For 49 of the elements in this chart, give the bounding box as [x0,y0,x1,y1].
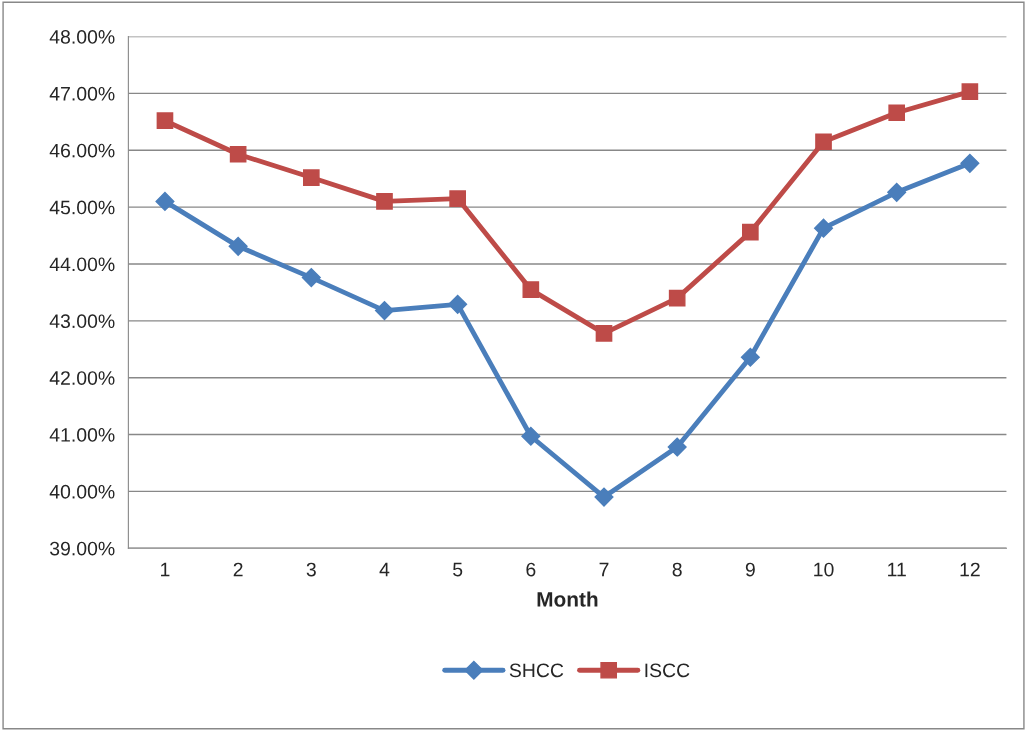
point [156,112,174,130]
point [449,190,466,207]
y-tick-label: 42.00% [49,371,115,385]
point [742,223,759,241]
x-tick-label: 8 [672,562,682,577]
x-tick-label: 1 [161,562,170,577]
point [961,83,979,101]
point [376,193,393,210]
legend-label: ISCC [645,663,690,678]
point [668,289,686,307]
y-tick-label: 41.00% [49,428,115,442]
y-tick-label: 39.00% [49,541,115,556]
y-tick-label: 45.00% [49,200,115,215]
y-tick-label: 43.00% [49,314,115,329]
point [595,325,613,342]
y-tick-label: 46.00% [49,143,115,158]
x-tick-label: 3 [306,562,316,577]
x-tick-label: 9 [745,562,755,577]
x-tick-label: 7 [599,562,609,577]
point [448,294,468,314]
y-tick-label: 44.00% [49,257,115,272]
x-tick-label: 12 [960,562,980,577]
y-tick-label: 47.00% [49,86,115,101]
point [960,153,980,173]
point [229,145,247,163]
x-tick-label: 5 [453,562,463,577]
point [594,487,614,507]
point [887,182,907,202]
y-tick-label: 40.00% [49,484,115,499]
point [813,218,834,238]
x-tick-label: 11 [888,562,906,577]
point [301,268,321,288]
x-tick-label: 2 [233,562,243,577]
point [374,301,395,321]
y-tick-label: 48.00% [49,30,115,44]
point [522,281,540,298]
point [155,191,175,211]
point [815,133,832,151]
x-tick-label: 10 [814,562,834,577]
point [228,236,248,256]
x-axis-title: Month [537,591,598,607]
x-tick-label: 4 [379,562,390,577]
x-tick-label: 6 [526,562,536,577]
point [888,104,906,122]
point [302,169,320,186]
point [667,437,687,457]
point [740,347,760,367]
point [521,426,541,446]
legend-label: SHCC [509,663,564,678]
